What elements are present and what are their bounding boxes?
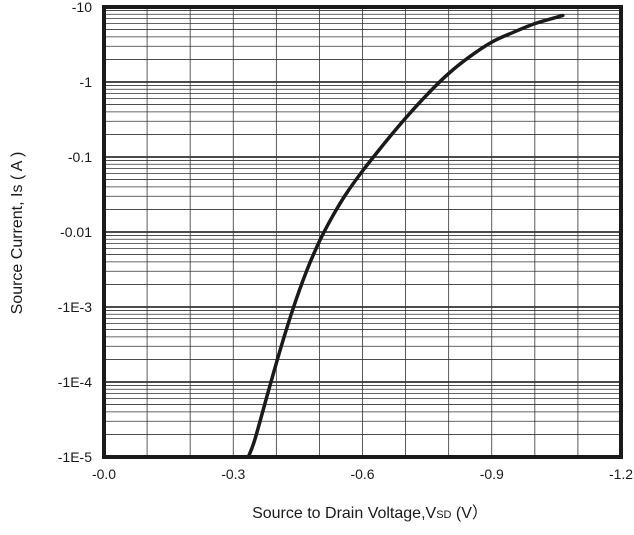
y-tick-labels: -10 -1 -0.1 -0.01 -1E-3 -1E-4 -1E-5: [58, 0, 92, 465]
x-tick-label: -0.6: [350, 466, 374, 482]
x-tick-label: -0.0: [92, 466, 116, 482]
y-tick-label: -1E-3: [58, 299, 92, 315]
x-tick-label: -1.2: [609, 466, 633, 482]
y-tick-label: -1: [80, 74, 93, 90]
y-tick-label: -1E-5: [58, 449, 92, 465]
y-tick-label: -0.1: [68, 149, 92, 165]
y-tick-label: -0.01: [60, 224, 92, 240]
y-tick-label: -10: [72, 0, 92, 15]
plot-frame: [102, 5, 623, 459]
series-line: [246, 13, 565, 459]
x-tick-label: -0.3: [221, 466, 245, 482]
y-tick-label: -1E-4: [58, 374, 92, 390]
x-tick-labels: -0.0 -0.3 -0.6 -0.9 -1.2: [92, 466, 633, 482]
y-axis-label: Source Current, Is ( A ): [9, 152, 26, 315]
x-axis-label: Source to Drain Voltage,VSD (V）: [252, 504, 488, 522]
grid-lines: [104, 6, 621, 458]
x-tick-label: -0.9: [480, 466, 504, 482]
